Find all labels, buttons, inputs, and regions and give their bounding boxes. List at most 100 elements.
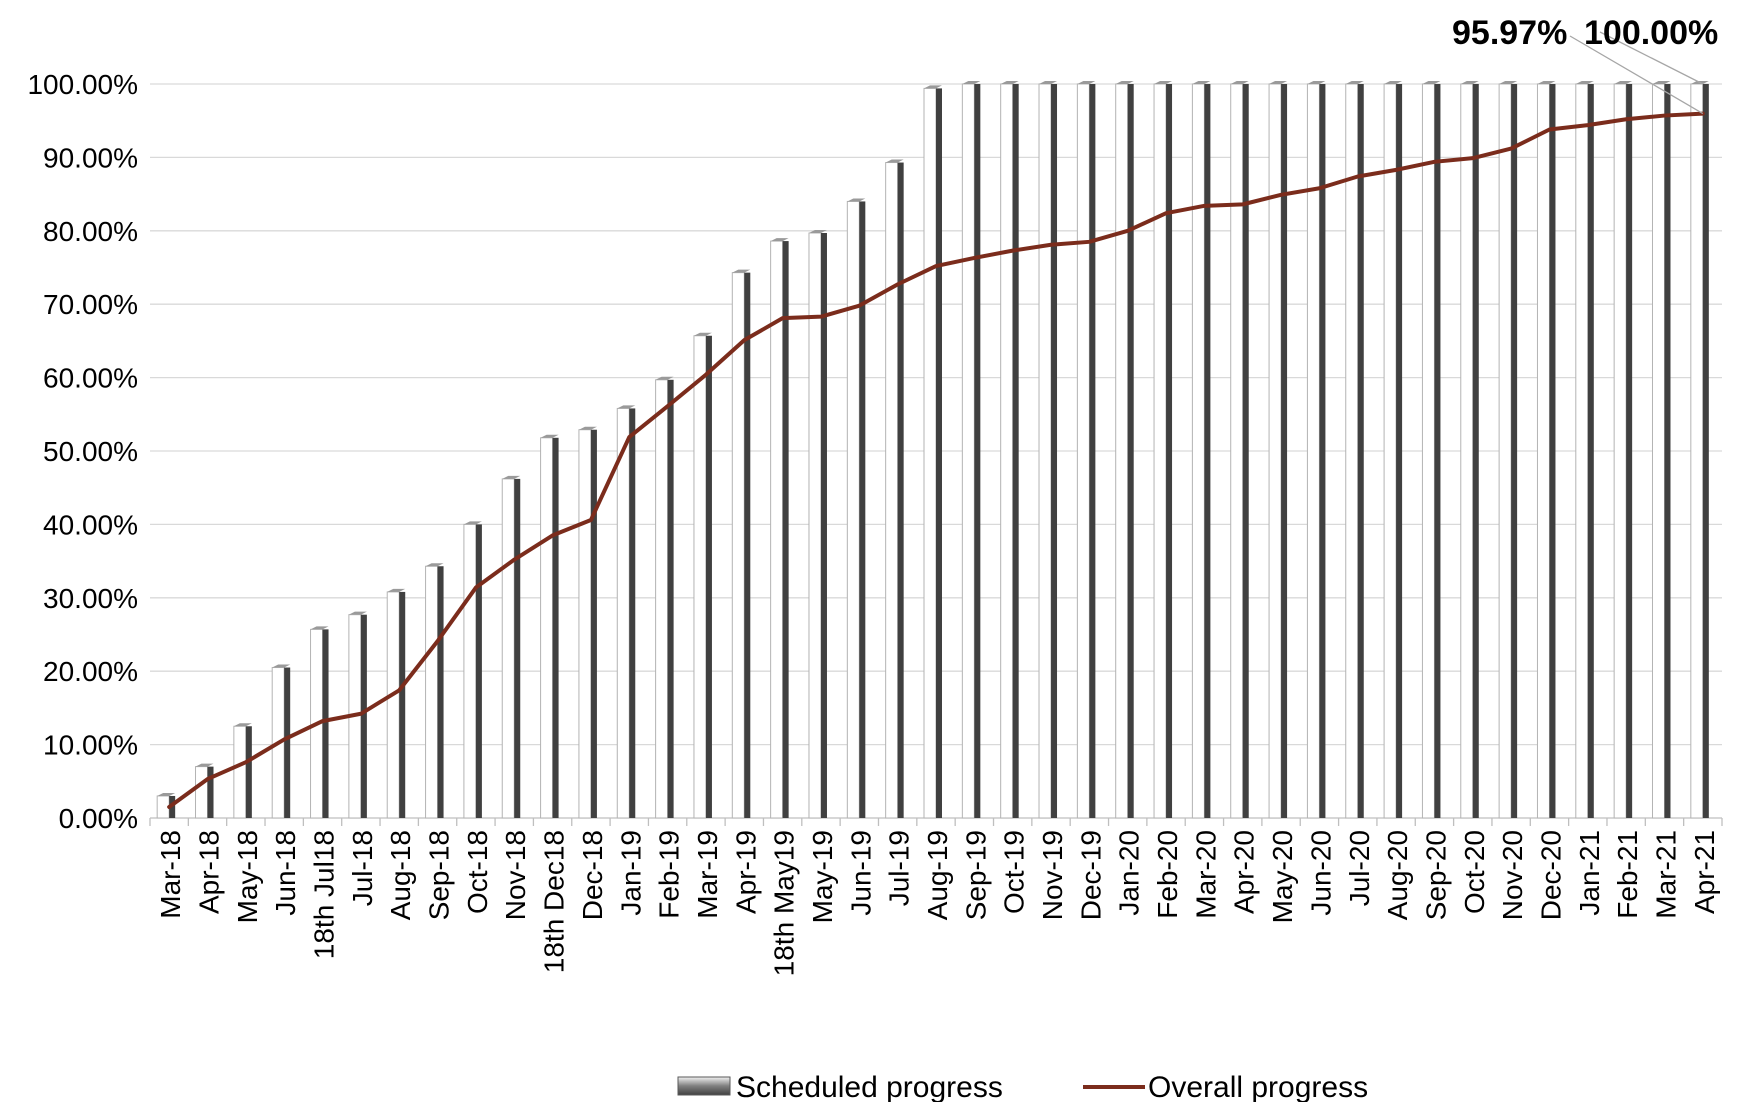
x-tick-label: Sep-19 — [960, 830, 991, 920]
bar — [1690, 81, 1709, 819]
bar-top — [195, 763, 214, 767]
bar — [1536, 81, 1556, 819]
bar-side — [284, 667, 291, 818]
bar-top — [1230, 81, 1249, 84]
bar-side — [1549, 84, 1556, 818]
bar-front — [655, 379, 669, 819]
bar-front — [1230, 83, 1244, 819]
bar — [770, 238, 789, 819]
y-tick-label: 80.00% — [43, 216, 138, 247]
bar-side — [322, 629, 329, 818]
bar-front — [1613, 83, 1627, 819]
annotation-leader — [1599, 31, 1704, 85]
bar-front — [540, 437, 554, 819]
annotation-overall-final: 95.97% — [1452, 14, 1567, 52]
bar-side — [744, 272, 751, 818]
y-tick-label: 100.00% — [27, 69, 138, 100]
x-tick-label: May-18 — [232, 830, 263, 923]
bar — [501, 475, 521, 819]
bar-top — [924, 85, 942, 89]
bar-side — [1166, 84, 1173, 818]
bar-top — [1269, 81, 1288, 84]
bar-top — [655, 376, 674, 380]
bar — [885, 159, 904, 819]
bar-front — [463, 523, 477, 819]
bar-front — [1153, 83, 1167, 819]
x-tick-label: Apr-18 — [194, 830, 225, 914]
x-tick-label: Aug-20 — [1382, 830, 1413, 920]
x-tick-label: Nov-20 — [1497, 830, 1528, 920]
bar-side — [1396, 84, 1403, 818]
bar-side — [1127, 84, 1134, 818]
bar-front — [731, 272, 745, 819]
bar-front — [961, 83, 975, 819]
overall-progress-line — [167, 111, 1705, 809]
bar-front — [501, 478, 515, 819]
y-tick-label: 90.00% — [43, 142, 138, 173]
bar-front — [1076, 83, 1090, 819]
bar — [1651, 81, 1671, 819]
x-tick-label: Jan-20 — [1114, 830, 1145, 916]
x-tick-label: Jul-19 — [884, 830, 915, 906]
x-tick-label: Aug-19 — [922, 830, 953, 920]
bar-front — [1575, 83, 1589, 819]
bar-side — [590, 429, 597, 818]
bar-front — [770, 240, 784, 819]
x-tick-label: Feb-19 — [654, 830, 685, 919]
bar-front — [923, 87, 937, 819]
x-tick-label: Mar-21 — [1650, 830, 1681, 919]
bar — [1038, 81, 1058, 819]
y-tick-label: 30.00% — [43, 583, 138, 614]
x-tick-label: 18th Jul18 — [309, 830, 340, 959]
bar-side — [667, 379, 674, 818]
bar-front — [1000, 83, 1014, 819]
x-tick-label: Jun-19 — [845, 830, 876, 916]
x-tick-label: Jul-18 — [347, 830, 378, 906]
line-layer — [167, 111, 1705, 809]
bar — [1306, 81, 1326, 819]
bar-top — [1077, 81, 1096, 84]
bar-side — [437, 566, 444, 818]
bar-side — [514, 478, 521, 818]
bar-front — [1460, 83, 1474, 819]
bar-top — [1384, 81, 1403, 84]
bar — [1613, 81, 1633, 819]
bar-top — [962, 81, 981, 84]
bar-side — [1319, 84, 1326, 818]
x-tick-label: Mar-19 — [692, 830, 723, 919]
bar-side — [1702, 84, 1709, 818]
bar-top — [1345, 81, 1364, 84]
bar — [846, 198, 866, 819]
bar-top — [1460, 81, 1479, 84]
bar-side — [782, 241, 789, 819]
bar-front — [1191, 83, 1205, 819]
bar — [655, 376, 674, 819]
bar-top — [1422, 81, 1441, 84]
bar — [616, 405, 636, 819]
bar-layer — [156, 81, 1709, 819]
bar — [1421, 81, 1441, 819]
y-tick-label: 10.00% — [43, 730, 138, 761]
y-tick-label: 60.00% — [43, 363, 138, 394]
x-tick-label: Jun-20 — [1305, 830, 1336, 916]
bar — [463, 521, 482, 819]
bar-top — [272, 664, 291, 668]
bar-side — [629, 408, 636, 818]
x-tick-label: Dec-19 — [1075, 830, 1106, 920]
bar — [923, 85, 942, 819]
y-tick-label: 50.00% — [43, 436, 138, 467]
bar — [1345, 81, 1364, 819]
bar — [1000, 81, 1019, 819]
bar-side — [399, 591, 406, 818]
legend-label-overall: Overall progress — [1148, 1071, 1368, 1102]
x-tick-label: Jan-19 — [615, 830, 646, 916]
bar-side — [1434, 84, 1441, 818]
bar — [425, 563, 444, 819]
x-tick-label: 18th May19 — [769, 830, 800, 976]
bar — [1575, 81, 1594, 819]
bar-top — [847, 198, 866, 202]
bar-side — [1511, 84, 1518, 818]
bar-side — [705, 335, 712, 818]
x-tick-label: Jan-21 — [1574, 830, 1605, 916]
